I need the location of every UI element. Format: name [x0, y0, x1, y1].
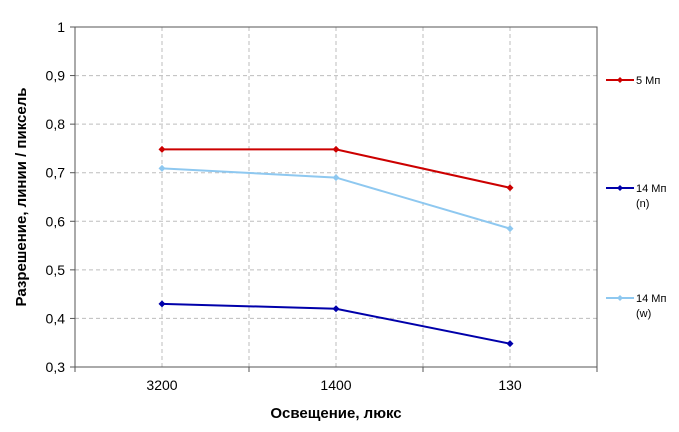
- y-axis-ticks: 0,3 0,4 0,5 0,6 0,7 0,8 0,9 1: [46, 19, 75, 375]
- x-tick-label: 130: [498, 377, 522, 393]
- legend-label: 5 Мп: [636, 75, 660, 87]
- plot-area: [74, 26, 598, 368]
- y-tick-label: 0,9: [46, 68, 66, 84]
- data-point: [332, 174, 340, 182]
- data-point: [158, 300, 166, 308]
- data-point: [332, 305, 340, 313]
- x-tick-label: 3200: [146, 377, 177, 393]
- y-tick-label: 0,4: [46, 310, 66, 326]
- data-point: [158, 145, 166, 153]
- x-tick-label: 1400: [320, 377, 351, 393]
- legend: 5 Мп 14 Мп (n) 14 Мп (w): [606, 75, 666, 320]
- grid: [75, 27, 597, 367]
- data-point: [506, 184, 514, 192]
- y-tick-label: 0,3: [46, 359, 66, 375]
- data-point: [506, 340, 514, 348]
- legend-label: 14 Мп (n): [636, 183, 666, 210]
- series-lines: [158, 145, 514, 348]
- y-tick-label: 1: [57, 19, 65, 35]
- y-tick-label: 0,6: [46, 213, 66, 229]
- x-axis-title: Освещение, люкс: [270, 405, 401, 422]
- y-tick-label: 0,7: [46, 165, 66, 181]
- legend-item: 14 Мп (n): [606, 183, 666, 210]
- legend-marker: [617, 295, 623, 301]
- legend-label: 14 Мп (w): [636, 293, 666, 320]
- y-axis-title: Разрешение, линии / пиксель: [13, 88, 30, 307]
- y-tick-label: 0,8: [46, 116, 66, 132]
- data-point: [158, 164, 166, 172]
- legend-item: 5 Мп: [606, 75, 660, 87]
- legend-item: 14 Мп (w): [606, 293, 666, 320]
- data-point: [506, 225, 514, 233]
- y-tick-label: 0,5: [46, 262, 66, 278]
- data-point: [332, 145, 340, 153]
- legend-marker: [617, 77, 623, 83]
- x-axis-ticks: 3200 1400 130: [74, 367, 598, 393]
- legend-marker: [617, 185, 623, 191]
